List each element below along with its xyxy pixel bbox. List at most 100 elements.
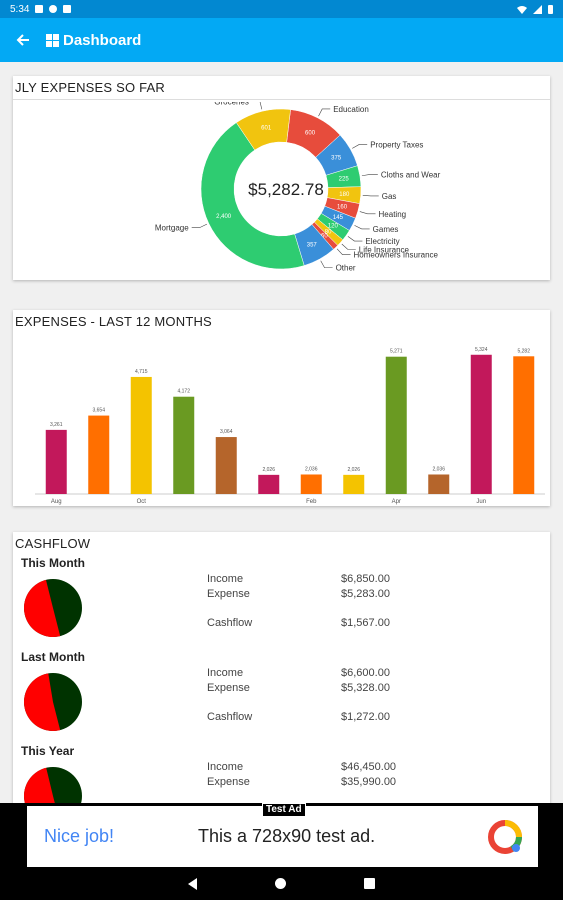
income-value: $46,450.00 [341,761,397,773]
donut-leader-line [362,195,379,197]
arrow-back-icon [16,34,29,46]
bar-value-label: 5,282 [517,348,530,354]
signal-icon [533,4,542,14]
card-divider [13,99,550,100]
expense-label: Expense [207,682,250,694]
donut-category-label: Gas [382,192,397,201]
nav-recents-icon[interactable] [364,878,375,889]
page-title-text: Dashboard [63,31,142,49]
back-button[interactable] [0,18,46,62]
donut-leader-line [354,225,370,230]
expense-value: $35,990.00 [341,776,397,788]
pie-expense-slice [24,579,61,637]
expenses-donut-chart: 600 Education 375 Property Taxes 225 Cloths a… [13,97,550,278]
bar-value-label: 3,261 [50,422,63,428]
donut-svg: 600 Education 375 Property Taxes 225 Cloths a… [155,97,441,273]
bar [130,376,152,494]
expenses-so-far-card: JLY EXPENSES SO FAR 600 Education 375 Prope… [13,76,550,280]
donut-category-label: Mortgage [155,224,189,233]
cashflow-pie [24,673,82,731]
cashflow-label: Cashflow [207,711,253,723]
donut-category-label: Heating [379,210,407,219]
ad-nice-text: Nice job! [44,826,115,846]
bar-value-label: 5,324 [475,347,488,353]
donut-category-label: Education [333,105,369,114]
expenses-12-months-title: EXPENSES - LAST 12 MONTHS [15,314,212,329]
ad-text: This a 728x90 test ad. [198,826,376,846]
bar-value-label: 4,172 [177,389,190,395]
dashboard-icon [46,33,59,47]
bar [45,429,67,494]
donut-slice [200,122,305,270]
app-bar: Dashboard [0,18,563,62]
donut-category-label: Games [373,225,399,234]
donut-slice [236,108,291,151]
donut-slice-value: 60 [321,233,328,239]
bar [88,415,110,494]
x-tick-label: Aug [51,499,62,505]
cashflow-card: CASHFLOW This Month Income $6,850.00 Expens… [13,532,550,825]
donut-leader-line [359,211,376,215]
donut-leader-line [347,236,363,242]
wifi-icon [517,5,527,14]
bar [513,356,535,494]
donut-leader-line [191,223,208,228]
cashflow-title: CASHFLOW [15,536,91,551]
bar-value-label: 3,064 [220,429,233,435]
income-label: Income [207,667,244,679]
bar [343,474,365,494]
donut-slice-value: 145 [333,215,344,221]
donut-total: $5,282.78 [248,180,324,199]
expense-label: Expense [207,776,250,788]
income-value: $6,850.00 [341,573,390,585]
ad-logo-icon [488,819,522,854]
x-tick-label: Oct [137,499,147,505]
donut-slice-value: 180 [339,192,350,198]
bar [428,474,450,494]
bar [470,354,492,494]
bar [300,474,322,494]
bar-value-label: 2,036 [432,466,445,472]
bar-value-label: 5,271 [390,349,403,355]
donut-leader-line [336,248,351,255]
expenses-12-months-card: EXPENSES - LAST 12 MONTHS 3,261 Aug 3,654 4… [13,310,550,506]
test-ad-tag: Test Ad [262,803,306,817]
bar-value-label: 2,026 [262,467,275,473]
cashflow-value: $1,567.00 [341,617,390,629]
cashflow-period-heading: Last Month [21,650,85,664]
bar-value-label: 3,654 [92,408,105,414]
x-tick-label: Apr [392,499,401,505]
cashflow-pie [24,579,82,637]
donut-category-label: Homeowners Insurance [354,251,439,260]
x-tick-label: Feb [306,499,317,505]
donut-category-label: Life Insurance [359,245,410,254]
cashflow-period-heading: This Year [21,744,75,758]
notification-icon [35,5,44,13]
status-bar: 5:34 [0,0,563,18]
donut-slice-value: 120 [328,224,339,230]
donut-category-label: Other [336,264,356,273]
donut-leader-line [361,174,378,177]
expenses-so-far-title: JLY EXPENSES SO FAR [15,80,165,95]
donut-slice-value: 375 [331,156,342,162]
bar [385,356,407,494]
expense-value: $5,328.00 [341,682,390,694]
donut-leader-line [341,243,356,250]
donut-leader-line [251,101,263,110]
settings-status-icon [49,5,58,13]
donut-slice-value: 2,400 [216,214,232,220]
donut-category-label: Electricity [365,237,399,246]
income-value: $6,600.00 [341,667,390,679]
nav-home-icon[interactable] [275,878,286,889]
expense-value: $5,283.00 [341,588,390,600]
income-label: Income [207,573,244,585]
cashflow-period-heading: This Month [21,556,85,570]
expense-label: Expense [207,588,250,600]
donut-leader-line [318,108,331,117]
donut-category-label: Groceries [214,102,249,106]
nav-back-icon[interactable] [188,877,197,890]
donut-slice-value: 225 [339,177,350,183]
cashflow-value: $1,272.00 [341,711,390,723]
status-time: 5:34 [10,3,30,15]
cashflow-label: Cashflow [207,617,253,629]
